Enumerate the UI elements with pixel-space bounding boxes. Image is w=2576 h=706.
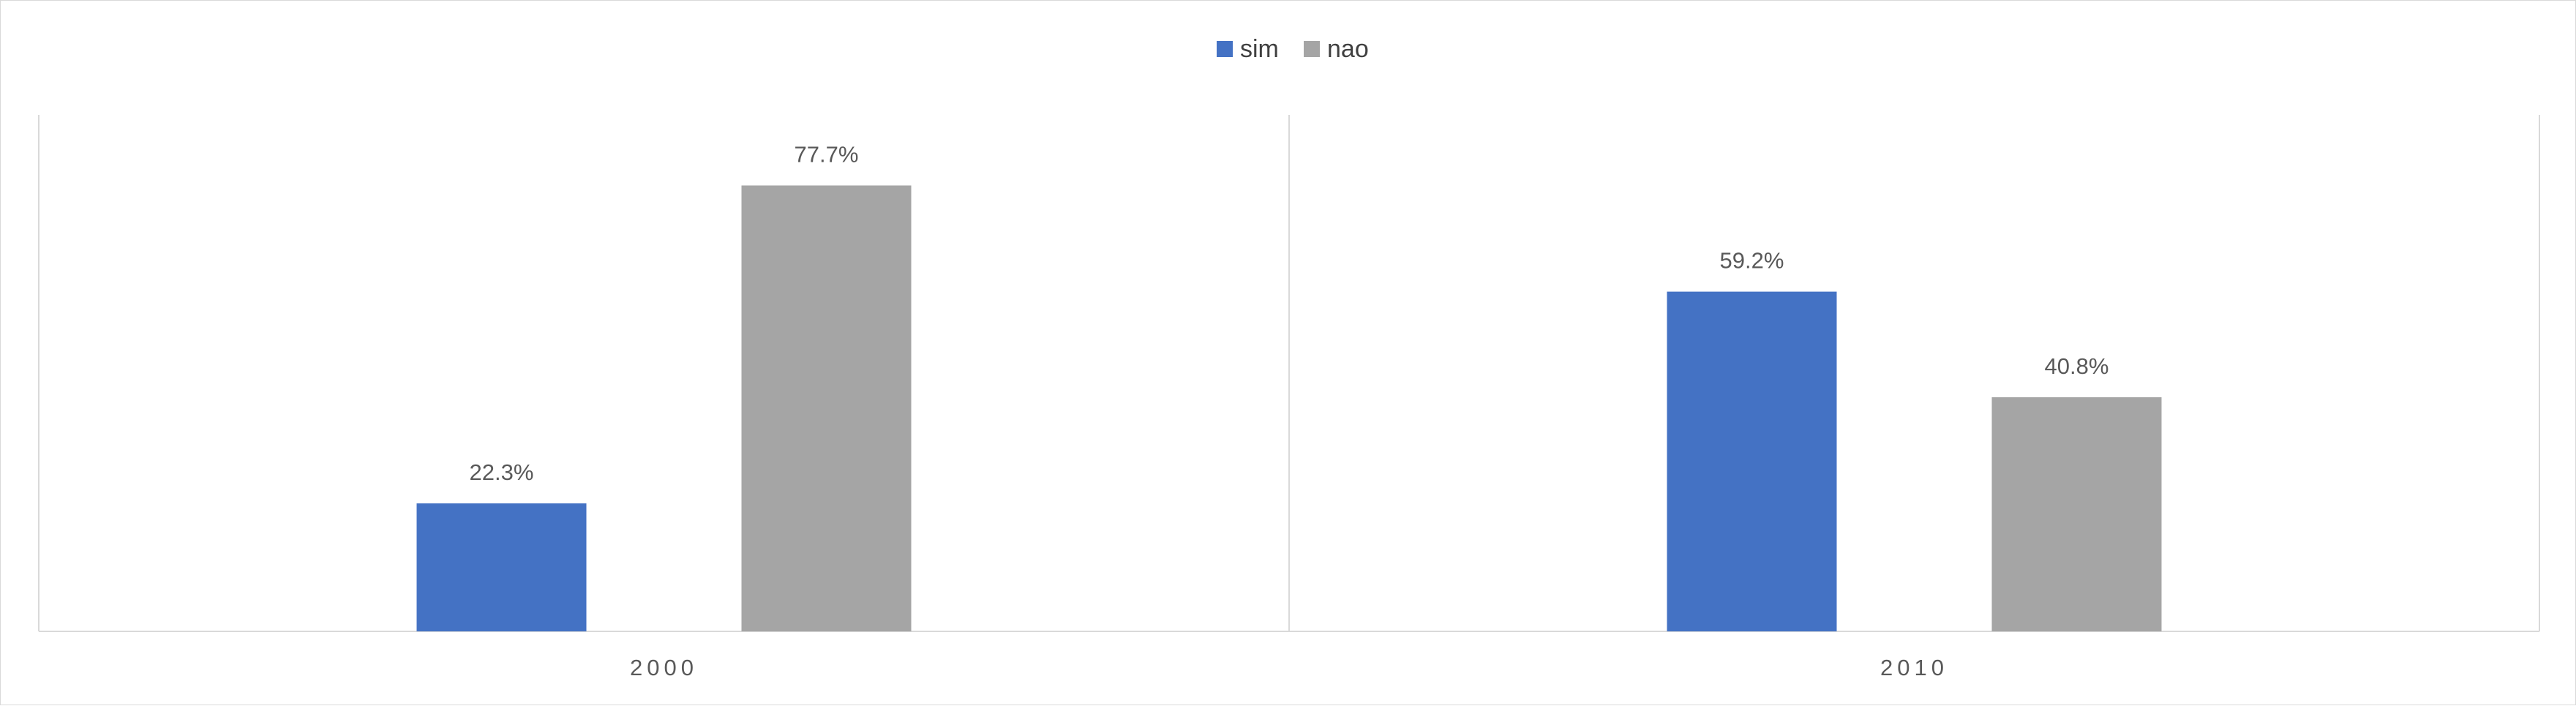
legend-label: sim: [1240, 35, 1279, 63]
bar-nao-2000: [741, 185, 912, 631]
data-label: 59.2%: [1720, 248, 1784, 274]
legend-swatch: [1217, 41, 1233, 57]
legend: sim nao: [1217, 35, 1369, 63]
bars: [416, 185, 2162, 631]
data-label: 40.8%: [2045, 353, 2109, 379]
bar-sim-2000: [416, 503, 587, 631]
legend-swatch: [1304, 41, 1320, 57]
legend-item-nao[interactable]: nao: [1304, 35, 1369, 63]
bar-sim-2010: [1667, 291, 1837, 631]
data-labels: 22.3% 59.2% 77.7% 40.8%: [470, 141, 2109, 485]
axes: [38, 115, 2540, 632]
legend-label: nao: [1327, 35, 1369, 63]
legend-item-sim[interactable]: sim: [1217, 35, 1279, 63]
x-tick-label: 2000: [630, 655, 698, 680]
x-tick-label: 2010: [1880, 655, 1948, 680]
data-label: 22.3%: [470, 459, 534, 485]
data-label: 77.7%: [795, 141, 859, 167]
x-axis-ticks: 2000 2010: [630, 655, 1948, 680]
bar-nao-2010: [1991, 397, 2162, 631]
